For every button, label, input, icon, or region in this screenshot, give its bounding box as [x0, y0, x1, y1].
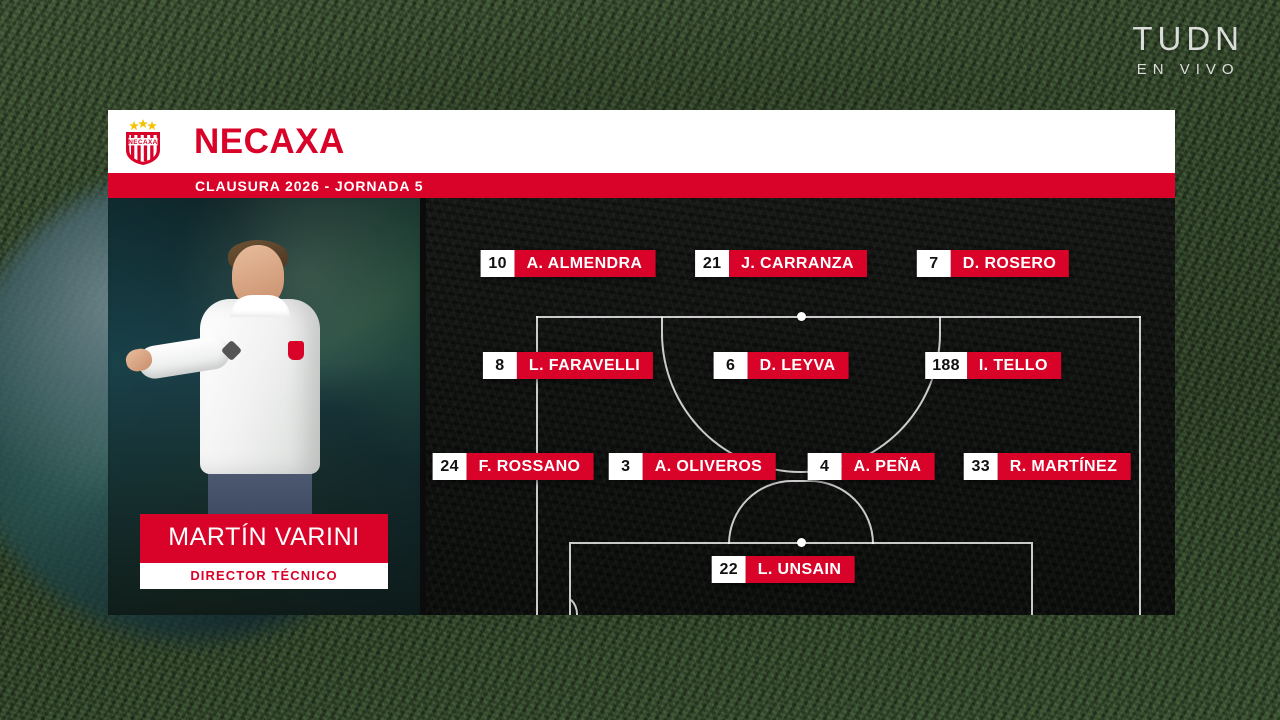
- coach-figure: [123, 240, 378, 549]
- svg-text:NECAXA: NECAXA: [128, 139, 157, 146]
- player-name: J. CARRANZA: [729, 250, 867, 277]
- player-number: 22: [711, 556, 746, 583]
- player-name: A. ALMENDRA: [514, 250, 656, 277]
- live-label: EN VIVO: [1136, 61, 1240, 78]
- player-chip[interactable]: 21 J. CARRANZA: [695, 250, 867, 277]
- player-name: D. ROSERO: [950, 250, 1070, 277]
- penalty-spot: [796, 538, 806, 547]
- pitch-right-touchline: [1139, 316, 1141, 615]
- player-name: A. PEÑA: [841, 453, 935, 480]
- player-chip[interactable]: 7 D. ROSERO: [916, 250, 1070, 277]
- player-chip[interactable]: 3 A. OLIVEROS: [608, 453, 776, 480]
- club-name: NECAXA: [194, 122, 345, 161]
- panel-header: NECAXA NECAXA: [108, 110, 1175, 173]
- coach-photo-block: MARTÍN VARINI DIRECTOR TÉCNICO: [108, 198, 420, 615]
- player-chip[interactable]: 24 F. ROSSANO: [432, 453, 594, 480]
- panel-body: MARTÍN VARINI DIRECTOR TÉCNICO 10 A. ALME…: [108, 198, 1175, 615]
- coach-role: DIRECTOR TÉCNICO: [140, 563, 388, 589]
- club-badge-on-jacket: [288, 341, 304, 360]
- player-number: 3: [608, 453, 643, 480]
- player-name: L. UNSAIN: [745, 556, 855, 583]
- player-name: F. ROSSANO: [466, 453, 594, 480]
- player-number: 6: [713, 352, 748, 379]
- center-spot: [796, 312, 806, 321]
- player-name: D. LEYVA: [747, 352, 849, 379]
- player-chip[interactable]: 188 I. TELLO: [925, 352, 1061, 379]
- player-chip[interactable]: 22 L. UNSAIN: [711, 556, 855, 583]
- penalty-arc: [727, 480, 874, 544]
- player-number: 33: [963, 453, 998, 480]
- tudn-logo-text: TUDN: [1132, 20, 1244, 57]
- player-chip[interactable]: 33 R. MARTÍNEZ: [963, 453, 1131, 480]
- player-number: 4: [807, 453, 842, 480]
- coach-nameplate: MARTÍN VARINI DIRECTOR TÉCNICO: [140, 514, 388, 589]
- player-chip[interactable]: 10 A. ALMENDRA: [480, 250, 656, 277]
- center-circle-arc: [660, 317, 941, 473]
- player-number: 21: [695, 250, 730, 277]
- player-number: 188: [925, 352, 967, 379]
- lineup-panel: NECAXA NECAXA CLAUSURA 2026 - JORNADA 5: [108, 110, 1175, 615]
- player-name: I. TELLO: [966, 352, 1061, 379]
- player-chip[interactable]: 6 D. LEYVA: [713, 352, 849, 379]
- player-number: 10: [480, 250, 515, 277]
- player-name: R. MARTÍNEZ: [997, 453, 1131, 480]
- competition-bar: CLAUSURA 2026 - JORNADA 5: [108, 173, 1175, 198]
- player-number: 24: [432, 453, 467, 480]
- coach-name: MARTÍN VARINI: [140, 514, 388, 563]
- player-number: 8: [482, 352, 517, 379]
- competition-label: CLAUSURA 2026 - JORNADA 5: [195, 177, 424, 194]
- player-number: 7: [916, 250, 951, 277]
- player-chip[interactable]: 4 A. PEÑA: [807, 453, 935, 480]
- player-name: A. OLIVEROS: [642, 453, 776, 480]
- necaxa-crest-icon: NECAXA: [122, 118, 164, 166]
- player-chip[interactable]: 8 L. FARAVELLI: [482, 352, 654, 379]
- player-name: L. FARAVELLI: [516, 352, 654, 379]
- tudn-watermark: TUDN EN VIVO: [1132, 22, 1244, 78]
